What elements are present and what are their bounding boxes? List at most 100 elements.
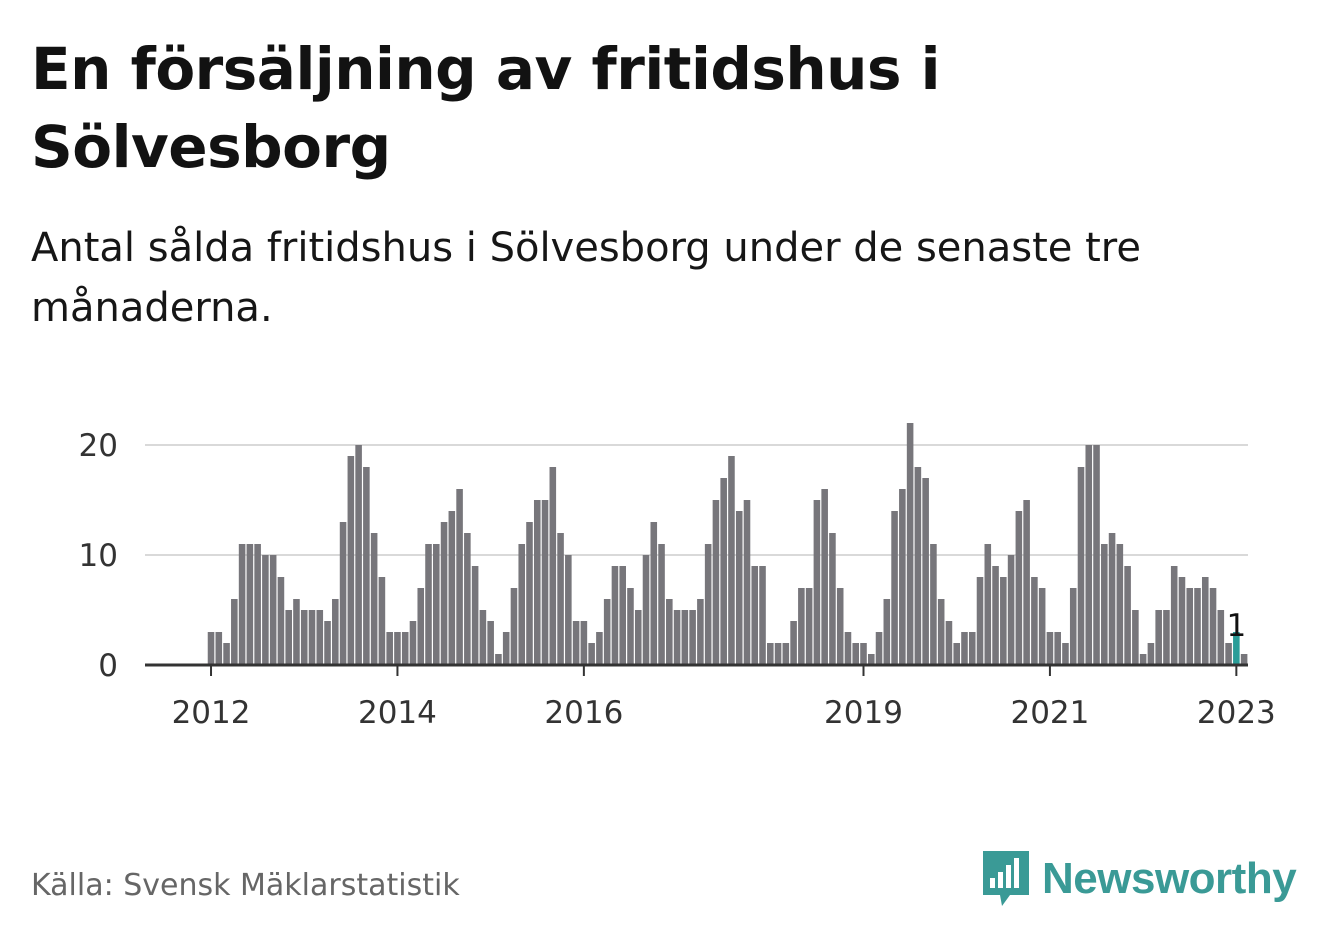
bar	[743, 500, 751, 665]
bar	[363, 467, 370, 665]
bar	[704, 544, 712, 665]
bar	[875, 632, 883, 665]
bar	[495, 654, 502, 665]
bar	[658, 544, 665, 665]
bar	[821, 489, 828, 665]
data-label: 1	[1226, 608, 1246, 644]
bar	[751, 566, 759, 665]
bar	[588, 643, 595, 665]
bar	[471, 566, 479, 665]
bar	[1124, 566, 1131, 665]
bar	[1163, 610, 1170, 665]
bar	[456, 489, 463, 665]
bar	[867, 654, 875, 665]
bar	[440, 522, 448, 665]
bar	[829, 533, 836, 665]
bar	[378, 577, 386, 665]
bar	[370, 533, 378, 665]
bar	[953, 643, 960, 665]
bar	[689, 610, 696, 665]
bar	[1186, 588, 1194, 665]
bar	[619, 566, 626, 665]
bar	[285, 610, 292, 665]
bar	[1201, 577, 1209, 665]
bar	[549, 467, 557, 665]
bar	[1101, 544, 1108, 665]
bar	[207, 632, 215, 665]
bar	[728, 456, 735, 665]
page-subtitle: Antal sålda fritidshus i Sölvesborg unde…	[31, 225, 1141, 331]
grid-layer	[145, 444, 1248, 556]
bar	[572, 621, 580, 665]
bar	[1155, 610, 1162, 665]
bar	[1023, 500, 1030, 665]
bar	[976, 577, 984, 665]
bar	[526, 522, 533, 665]
bar	[634, 610, 642, 665]
bar	[1085, 445, 1093, 665]
bar	[681, 610, 689, 665]
bar	[860, 643, 867, 665]
bar	[914, 467, 922, 665]
bar	[215, 632, 223, 665]
x-tick-label: 2014	[358, 695, 437, 731]
bar	[790, 621, 797, 665]
bar	[464, 533, 471, 665]
bar	[1132, 610, 1139, 665]
bar	[533, 500, 541, 665]
bar	[565, 555, 572, 665]
brand-logo[interactable]: Newsworthy	[980, 848, 1297, 910]
bar	[922, 478, 929, 665]
bar	[759, 566, 766, 665]
bar	[844, 632, 852, 665]
bar	[246, 544, 254, 665]
bar	[269, 555, 277, 665]
bar	[984, 544, 992, 665]
bar	[961, 632, 968, 665]
bar	[238, 544, 246, 665]
brand-name: Newsworthy	[1042, 854, 1297, 903]
bar	[448, 511, 456, 665]
bar	[347, 456, 355, 665]
label-layer: 1	[1226, 608, 1246, 644]
bar	[930, 544, 937, 665]
bar	[425, 544, 432, 665]
bar	[642, 555, 650, 665]
bar	[1054, 632, 1061, 665]
bar	[332, 599, 339, 665]
bar	[1007, 555, 1015, 665]
bar	[673, 610, 681, 665]
x-tick-label: 2012	[172, 695, 251, 731]
bar-chart: 0 10 20 2012 2014 2016 2019 2021 2023 1	[79, 423, 1276, 731]
bar	[541, 500, 549, 665]
y-tick-label: 10	[79, 538, 118, 574]
bar	[1046, 632, 1054, 665]
bar	[409, 621, 417, 665]
bar	[836, 588, 844, 665]
bar	[479, 610, 487, 665]
source-note: Källa: Svensk Mäklarstatistik	[31, 868, 460, 903]
bar	[774, 643, 782, 665]
bar	[1139, 654, 1147, 665]
bar	[557, 533, 564, 665]
bar-chart-speech-bubble-icon	[983, 851, 1029, 906]
bar	[1077, 467, 1085, 665]
y-tick-label: 20	[79, 428, 118, 464]
bar	[945, 621, 953, 665]
bar	[1240, 654, 1248, 665]
bar	[627, 588, 634, 665]
bar	[324, 621, 331, 665]
y-tick-label: 0	[98, 648, 118, 684]
bar	[1015, 511, 1023, 665]
bar	[510, 588, 518, 665]
bar	[417, 588, 425, 665]
bar	[782, 643, 790, 665]
x-tick-label: 2021	[1010, 695, 1089, 731]
bar	[502, 632, 510, 665]
bar	[906, 423, 914, 665]
bar	[1233, 632, 1240, 665]
bar	[293, 599, 300, 665]
bar	[316, 610, 324, 665]
bar	[611, 566, 619, 665]
bar	[487, 621, 494, 665]
